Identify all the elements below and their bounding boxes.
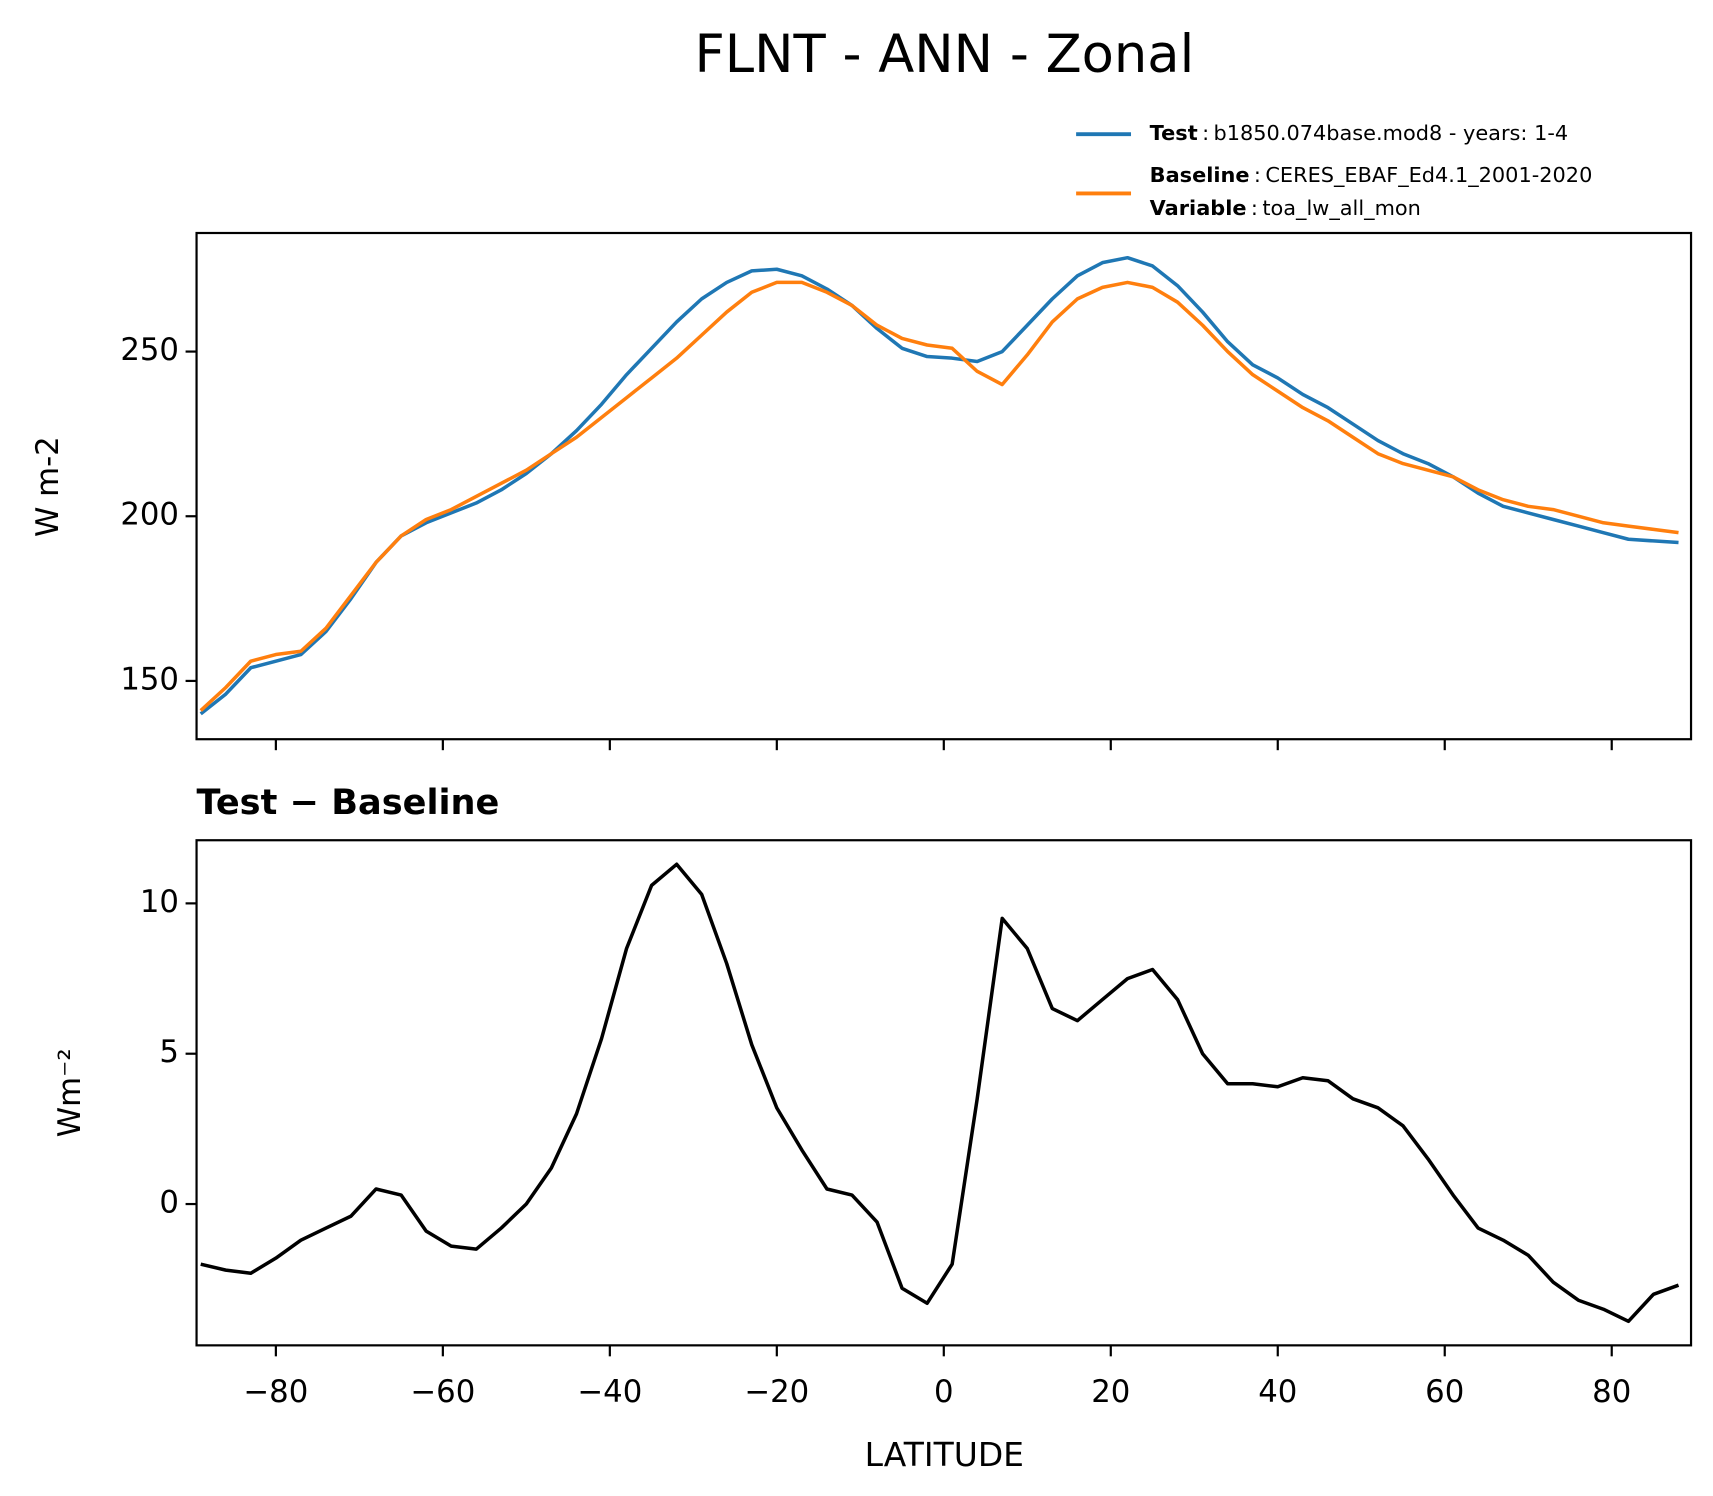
x-tick-label: −60: [410, 1374, 475, 1410]
data-line: [199, 280, 1679, 712]
y-tick-label: 200: [120, 497, 179, 533]
x-tick-label: 80: [1592, 1374, 1631, 1410]
legend-label: toa_lw_all_mon: [1262, 196, 1421, 221]
axes-frame: [195, 839, 1693, 1347]
legend-text: Variable: toa_lw_all_mon: [1150, 196, 1421, 221]
x-tick-label: 20: [1091, 1374, 1130, 1410]
legend-label: b1850.074base.mod8 - years: 1-4: [1214, 121, 1569, 145]
y-axis-label: Wm⁻²: [52, 1048, 88, 1137]
x-axis-label: LATITUDE: [865, 1435, 1024, 1474]
y-tick-label: 250: [120, 332, 179, 368]
legend-separator: :: [1251, 196, 1258, 220]
y-tick-label: 5: [159, 1034, 179, 1070]
y-tick-label: 10: [140, 884, 179, 920]
legend-separator: :: [1254, 163, 1261, 187]
x-tick-label: −40: [577, 1374, 642, 1410]
data-line: [200, 862, 1680, 1324]
x-tick-label: 40: [1258, 1374, 1297, 1410]
legend-name: Baseline: [1150, 163, 1250, 187]
legend-label: CERES_EBAF_Ed4.1_2001-2020: [1265, 163, 1592, 188]
x-tick-label: 60: [1425, 1374, 1464, 1410]
legend-separator: :: [1202, 121, 1209, 145]
legend-text: Baseline: CERES_EBAF_Ed4.1_2001-2020: [1150, 163, 1593, 188]
y-tick-label: 150: [120, 661, 179, 697]
subplot-title: Test − Baseline: [197, 782, 500, 823]
x-tick-label: −20: [744, 1374, 809, 1410]
legend-name: Test: [1150, 121, 1198, 145]
axes-frame: [195, 231, 1693, 741]
legend-name: Variable: [1150, 196, 1247, 220]
figure-title: FLNT - ANN - Zonal: [694, 24, 1194, 85]
data-line: [199, 255, 1679, 716]
y-tick-label: 0: [159, 1185, 179, 1221]
x-tick-label: 0: [934, 1374, 954, 1410]
y-axis-label: W m-2: [30, 436, 66, 537]
x-tick-label: −80: [243, 1374, 308, 1410]
legend-text: Test: b1850.074base.mod8 - years: 1-4: [1150, 121, 1568, 145]
